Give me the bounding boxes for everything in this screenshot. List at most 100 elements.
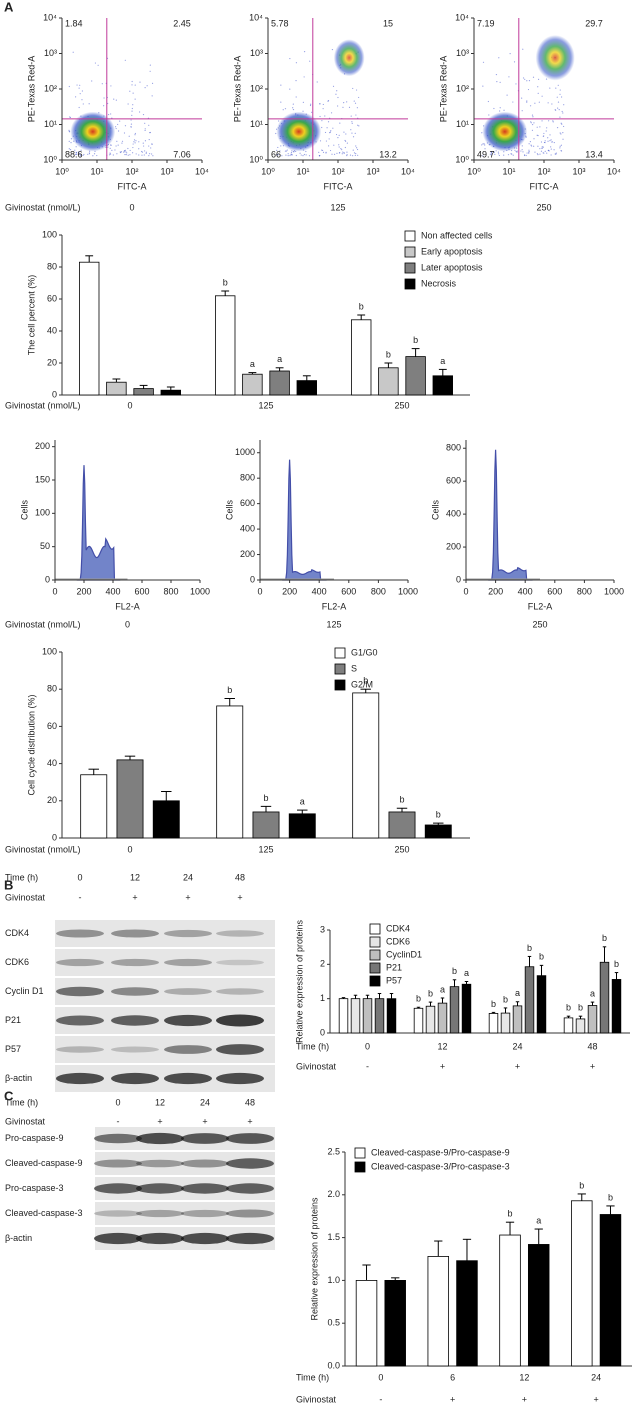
event-dot (134, 132, 136, 135)
event-dot (342, 106, 344, 108)
time-label: 12 (155, 1097, 165, 1107)
event-dot (124, 125, 127, 127)
event-dot (148, 145, 150, 147)
event-dot (490, 154, 492, 156)
legend-swatch (369, 975, 381, 987)
event-dot (540, 150, 543, 152)
event-dot (332, 85, 335, 87)
event-dot (75, 146, 77, 148)
event-dot (481, 144, 483, 146)
event-dot (68, 85, 70, 88)
event-dot (329, 131, 331, 134)
event-dot (126, 152, 128, 154)
y-tick-label: 3 (320, 924, 325, 934)
treatment-axis-label: Givinostat (5, 1116, 46, 1126)
y-tick-label: 10⁰ (249, 154, 263, 164)
event-dot (123, 149, 126, 152)
event-dot (521, 110, 523, 112)
blot-band (56, 958, 104, 967)
event-dot (81, 90, 83, 92)
event-dot (534, 151, 536, 153)
event-dot (302, 101, 304, 103)
bar (288, 813, 316, 839)
event-dot (132, 104, 134, 106)
significance-label: b (263, 793, 268, 803)
event-dot (324, 131, 327, 134)
event-dot (557, 101, 560, 103)
event-dot (338, 134, 340, 136)
event-dot (550, 146, 552, 148)
event-dot (74, 96, 77, 98)
event-dot (282, 109, 284, 111)
event-dot (555, 87, 557, 89)
event-dot (327, 100, 329, 102)
event-dot (533, 145, 535, 147)
event-dot (113, 98, 115, 100)
event-dot (351, 121, 353, 123)
event-dot (524, 78, 526, 80)
y-tick-label: 0.0 (327, 1360, 340, 1370)
significance-label: b (508, 1209, 513, 1219)
event-dot (351, 122, 353, 124)
event-dot (280, 145, 282, 147)
event-dot (149, 131, 151, 134)
event-dot (139, 81, 141, 83)
event-dot (129, 149, 131, 152)
treatment-axis-label: Givinostat (296, 1061, 337, 1071)
event-dot (354, 102, 357, 104)
event-dot (281, 155, 283, 157)
event-dot (79, 93, 81, 95)
event-dot (117, 130, 120, 132)
blot-strip (95, 1152, 275, 1175)
y-tick-label: 10⁰ (455, 154, 469, 164)
event-dot (534, 102, 536, 104)
bar (355, 1280, 378, 1367)
event-dot (127, 147, 129, 150)
event-dot (319, 103, 321, 105)
event-dot (117, 123, 119, 126)
significance-label: b (614, 959, 619, 969)
x-tick-label: 10¹ (502, 166, 515, 176)
event-dot (144, 140, 147, 142)
event-dot (352, 136, 355, 138)
blot-band (164, 929, 212, 938)
event-dot (352, 87, 354, 90)
x-tick-label: 0 (257, 586, 262, 596)
treatment-label: - (79, 892, 82, 902)
event-dot (553, 141, 555, 144)
x-tick-label: 400 (312, 586, 327, 596)
event-dot (78, 106, 80, 109)
event-dot (327, 121, 330, 123)
bar (269, 370, 290, 396)
y-tick-label: 10² (250, 83, 263, 93)
event-dot (560, 96, 563, 98)
event-dot (516, 151, 518, 153)
event-dot (114, 149, 116, 151)
x-category-label: 250 (394, 844, 409, 854)
y-axis-label: Cells (430, 500, 440, 521)
event-dot (338, 152, 341, 154)
blot-band (56, 1015, 104, 1026)
event-dot (338, 144, 340, 146)
event-dot (344, 139, 346, 142)
blot-row-label: CDK4 (5, 928, 29, 938)
legend-swatch (354, 1161, 366, 1173)
event-dot (134, 84, 136, 86)
event-dot (286, 149, 288, 151)
event-dot (537, 92, 539, 94)
event-dot (484, 144, 486, 146)
blot-band (111, 929, 159, 938)
y-axis-label: Cell cycle distribution (%) (26, 694, 36, 795)
legend-swatch (404, 278, 416, 290)
event-dot (285, 150, 288, 152)
bar (106, 381, 127, 396)
blot-band (181, 1232, 229, 1245)
legend-label: Later apoptosis (421, 262, 483, 272)
event-dot (521, 97, 523, 99)
legend-label: Cleaved-caspase-9/Pro-caspase-9 (371, 1147, 510, 1157)
x-tick-label: 1000 (604, 586, 624, 596)
blot-band (216, 930, 264, 937)
event-dot (308, 155, 311, 157)
y-axis-label: Cells (19, 500, 29, 521)
event-dot (328, 138, 330, 140)
